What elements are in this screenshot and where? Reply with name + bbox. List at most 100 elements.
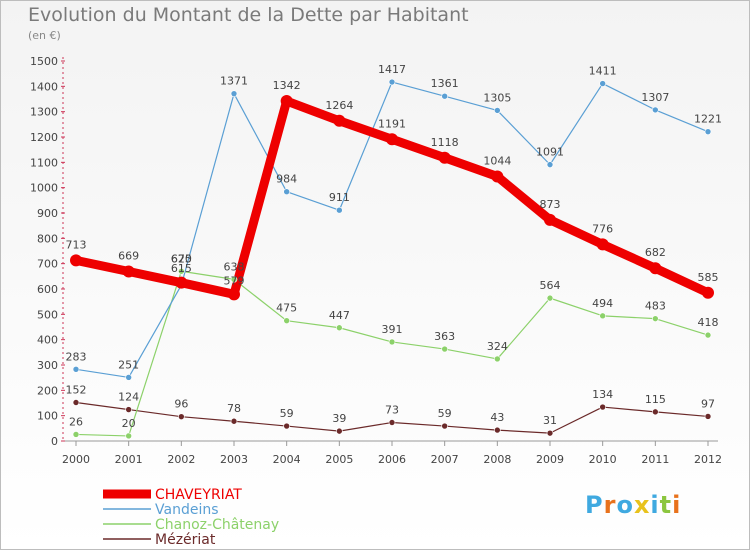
data-label: 776 [592, 222, 613, 235]
data-label: 43 [490, 411, 504, 424]
data-label: 418 [698, 316, 719, 329]
data-point [230, 417, 238, 425]
data-point [702, 286, 714, 299]
y-tick-label: 800 [37, 232, 58, 245]
data-point [546, 161, 554, 168]
data-point [388, 419, 396, 426]
y-tick-label: 1300 [30, 106, 58, 119]
data-point [649, 262, 662, 275]
x-tick-label: 2010 [589, 453, 617, 466]
data-point [546, 429, 554, 437]
data-label: 638 [224, 260, 245, 273]
y-tick-label: 600 [37, 283, 58, 296]
data-label: 564 [540, 279, 561, 292]
y-tick-label: 1000 [30, 182, 58, 195]
data-label: 1221 [694, 113, 722, 126]
data-label: 911 [329, 191, 350, 204]
data-point [122, 265, 135, 278]
y-tick-label: 500 [37, 308, 58, 321]
x-tick-label: 2008 [483, 453, 511, 466]
data-point [283, 188, 290, 196]
data-label: 494 [592, 297, 613, 310]
data-label: 1305 [483, 91, 511, 104]
data-label: 152 [66, 383, 87, 396]
data-point [125, 406, 132, 413]
legend-label-1: Vandeins [155, 502, 219, 518]
data-label: 1342 [273, 79, 301, 92]
data-point [546, 294, 554, 302]
y-tick-label: 200 [37, 384, 58, 397]
data-point [283, 317, 290, 324]
data-label: 78 [227, 402, 241, 415]
data-label: 97 [701, 397, 715, 410]
data-point [652, 106, 659, 114]
axes: 0 100 200 300 400 500 600 700 800 900 1000 1100 1200… [30, 55, 722, 466]
data-label: 391 [382, 323, 403, 336]
data-point [178, 267, 185, 275]
data-label: 669 [118, 250, 139, 263]
y-tick-label: 900 [37, 207, 58, 220]
x-tick-label: 2000 [62, 453, 90, 466]
data-label: 59 [438, 407, 452, 420]
data-label: 39 [332, 412, 346, 425]
legend-label-2: Chanoz-Châtenay [155, 517, 279, 533]
legend: CHAVEYRIATVandeinsChanoz-ChâtenayMézéria… [103, 487, 279, 548]
data-label: 1361 [431, 77, 459, 90]
data-point [599, 403, 606, 411]
data-point [704, 331, 712, 339]
value-labels: 713 669 1342 1264 1191 1118 1044 873 776 682 585 28… [66, 63, 723, 430]
data-label: 579 [224, 274, 245, 287]
data-label: 1118 [431, 136, 459, 149]
data-label: 1307 [641, 91, 669, 104]
proxiti-logo: Proxiti [585, 491, 681, 519]
data-point [336, 324, 343, 332]
data-point [72, 399, 80, 406]
data-point [494, 355, 501, 363]
legend-label-0: CHAVEYRIAT [155, 487, 242, 503]
data-point [441, 92, 448, 100]
y-tick-label: 0 [51, 435, 58, 448]
x-tick-label: 2003 [220, 453, 248, 466]
data-label: 283 [66, 350, 87, 363]
data-point [652, 408, 659, 416]
data-point [175, 276, 188, 289]
data-point [491, 170, 504, 183]
logo-letter: P [585, 491, 604, 519]
data-label: 1044 [483, 155, 511, 168]
data-label: 625 [171, 253, 192, 266]
data-label: 873 [540, 198, 561, 211]
data-label: 1091 [536, 146, 564, 159]
y-tick-label: 1500 [30, 55, 58, 68]
data-label: 124 [118, 391, 139, 404]
data-point [494, 426, 501, 434]
legend-label-3: Mézériat [155, 532, 216, 548]
data-point [494, 107, 501, 114]
logo-letter: o [616, 491, 634, 519]
data-point [125, 374, 132, 381]
data-label: 324 [487, 340, 508, 353]
data-point [704, 128, 712, 135]
data-label: 1417 [378, 63, 406, 76]
data-point [283, 422, 290, 430]
x-tick-label: 2006 [378, 453, 406, 466]
series-points [70, 78, 714, 440]
data-label: 585 [698, 271, 719, 284]
data-label: 984 [276, 173, 297, 186]
data-point [72, 431, 80, 438]
y-tick-label: 1400 [30, 80, 58, 93]
logo-letter: r [603, 491, 617, 519]
data-label: 713 [66, 238, 87, 251]
data-point [230, 276, 238, 283]
logo-letter: t [659, 491, 673, 519]
x-tick-label: 2001 [115, 453, 143, 466]
data-point [441, 345, 448, 353]
data-label: 96 [174, 398, 188, 411]
data-point [544, 213, 556, 226]
data-label: 447 [329, 309, 350, 322]
data-point [336, 427, 343, 435]
data-point [70, 254, 82, 267]
data-point [596, 238, 609, 251]
data-label: 615 [171, 262, 192, 275]
y-tick-label: 700 [37, 258, 58, 271]
